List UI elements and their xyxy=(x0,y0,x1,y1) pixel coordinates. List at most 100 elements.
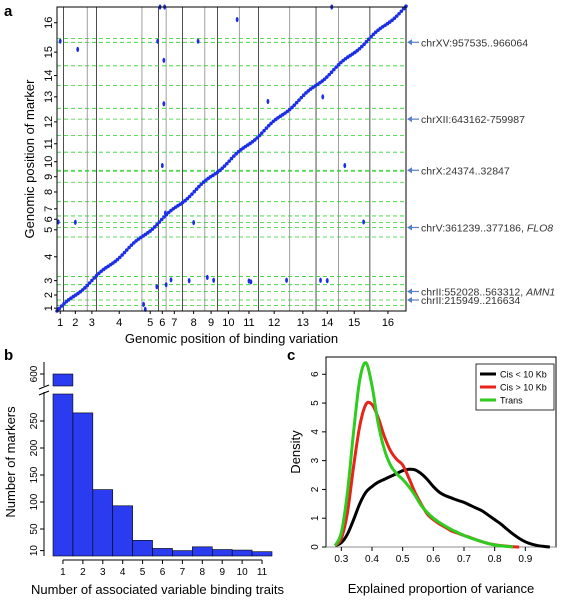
off-diagonal-point xyxy=(156,38,160,44)
x-tick-label: 6 xyxy=(160,567,166,578)
diagonal-point xyxy=(399,9,404,14)
diagonal-point xyxy=(394,14,399,18)
diagonal-point xyxy=(325,75,329,79)
y-tick-label: 10 xyxy=(43,156,55,168)
annotation-label: chrXII:643162-759987 xyxy=(421,114,525,126)
axis-break-mark xyxy=(38,390,50,396)
x-tick-label: 7 xyxy=(171,317,177,329)
x-tick-label: 15 xyxy=(348,317,360,329)
off-diagonal-point xyxy=(155,284,159,290)
y-tick-label: 11 xyxy=(43,138,55,149)
off-diagonal-point xyxy=(73,219,77,225)
diagonal-point xyxy=(322,77,327,81)
y-tick-label: 9 xyxy=(43,174,55,180)
x-tick-label: 16 xyxy=(382,317,394,329)
x-tick-label: 10 xyxy=(222,317,234,329)
y-tick-label: 0 xyxy=(310,544,321,550)
diagonal-point xyxy=(187,194,192,199)
y-tick-label: 8 xyxy=(43,189,55,195)
y-tick-label: 1 xyxy=(43,305,55,311)
off-diagonal-point xyxy=(325,278,329,284)
x-tick-label: 0.7 xyxy=(457,554,471,565)
off-diagonal-point xyxy=(76,46,80,52)
diagonal-point xyxy=(255,136,259,140)
y-tick-label: 5 xyxy=(43,227,55,233)
diagonal-point xyxy=(397,11,401,16)
x-tick-label: 14 xyxy=(321,317,333,329)
y-tick-label: 3 xyxy=(310,457,321,463)
diagonal-point xyxy=(401,6,406,11)
annotation-label: chrV:361239..377186, FLO8 xyxy=(421,222,553,234)
off-diagonal-point xyxy=(162,57,166,63)
x-tick-label: 0.4 xyxy=(365,554,379,565)
diagonal-point xyxy=(159,217,164,222)
annotation-arrow-head xyxy=(407,39,412,46)
diagonal-point xyxy=(194,187,199,191)
off-diagonal-point xyxy=(205,274,209,280)
diagonal-point xyxy=(131,241,136,245)
panel-c-legend: Cis < 10 Kb Cis > 10 Kb Trans xyxy=(475,363,555,411)
diagonal-point xyxy=(85,283,90,288)
diagonal-point xyxy=(269,121,273,126)
diagonal-point xyxy=(332,67,336,72)
off-diagonal-point xyxy=(249,279,253,285)
panel-b-x-axis-label: Number of associated variable binding tr… xyxy=(31,582,284,597)
off-diagonal-point xyxy=(187,278,191,284)
density-line-trans xyxy=(333,361,514,549)
x-tick-label: 0.6 xyxy=(426,554,440,565)
histogram-bar xyxy=(192,546,213,557)
x-tick-label: 9 xyxy=(219,567,225,578)
density-line-cis-10-kb xyxy=(334,400,520,549)
diagonal-point xyxy=(150,227,155,231)
x-tick-label: 10 xyxy=(237,567,249,578)
histogram-bar xyxy=(132,540,153,557)
y-tick-label: 250 xyxy=(29,412,40,429)
off-diagonal-point xyxy=(192,219,196,226)
diagonal-point xyxy=(225,161,229,166)
y-tick-label: 100 xyxy=(29,493,40,510)
y-tick-label: 7 xyxy=(43,206,55,212)
annotation-arrow-head xyxy=(407,116,412,123)
x-tick-label: 8 xyxy=(191,317,197,329)
panel-label-a: a xyxy=(4,3,13,20)
x-tick-label: 6 xyxy=(159,317,165,329)
x-tick-label: 4 xyxy=(120,567,126,578)
diagonal-point xyxy=(227,159,231,163)
off-diagonal-point xyxy=(235,16,239,23)
diagonal-point xyxy=(197,184,201,189)
diagonal-point xyxy=(327,72,332,77)
diagonal-point xyxy=(252,138,257,142)
diagonal-point xyxy=(262,128,266,133)
x-tick-label: 8 xyxy=(200,567,206,578)
legend-entry: Cis < 10 Kb xyxy=(500,370,547,380)
y-tick-label: 4 xyxy=(43,254,55,260)
off-diagonal-point xyxy=(285,277,288,283)
y-tick-label: 200 xyxy=(29,439,40,456)
panel-label-c: c xyxy=(287,347,295,364)
y-tick-label: 150 xyxy=(29,466,40,483)
diagonal-point xyxy=(232,154,236,158)
panel-c-y-axis-label: Density xyxy=(288,430,303,474)
diagonal-point xyxy=(80,288,85,292)
diagonal-point xyxy=(62,301,66,306)
off-diagonal-point xyxy=(56,219,60,225)
y-tick-label: 6 xyxy=(310,371,321,377)
annotation-label: chrII:552028..563312, AMN1 xyxy=(421,287,555,299)
histogram-bar xyxy=(152,548,173,557)
x-tick-label: 4 xyxy=(116,317,122,329)
legend-entry: Trans xyxy=(500,396,523,406)
y-tick-label: 14 xyxy=(43,69,55,81)
annotation-label: chrXV:957535..966064 xyxy=(421,37,528,49)
annotation-arrow-head xyxy=(407,288,412,295)
panel-c-density-chart: 0.3 0.4 0.5 0.6 0.7 0.8 0.9 0 1 2 3 4 5 6 Cis < 10 Kb… xyxy=(288,356,557,596)
diagonal-point xyxy=(122,250,127,255)
histogram-bar xyxy=(172,550,193,557)
diagonal-point xyxy=(97,271,101,276)
x-tick-label: 9 xyxy=(208,317,214,329)
diagonal-point xyxy=(155,222,159,227)
x-tick-label: 2 xyxy=(80,567,86,578)
annotation-label: chrX:24374..32847 xyxy=(421,165,510,177)
diagonal-point xyxy=(192,189,197,194)
x-tick-label: 2 xyxy=(72,317,78,329)
x-tick-label: 13 xyxy=(297,317,309,329)
